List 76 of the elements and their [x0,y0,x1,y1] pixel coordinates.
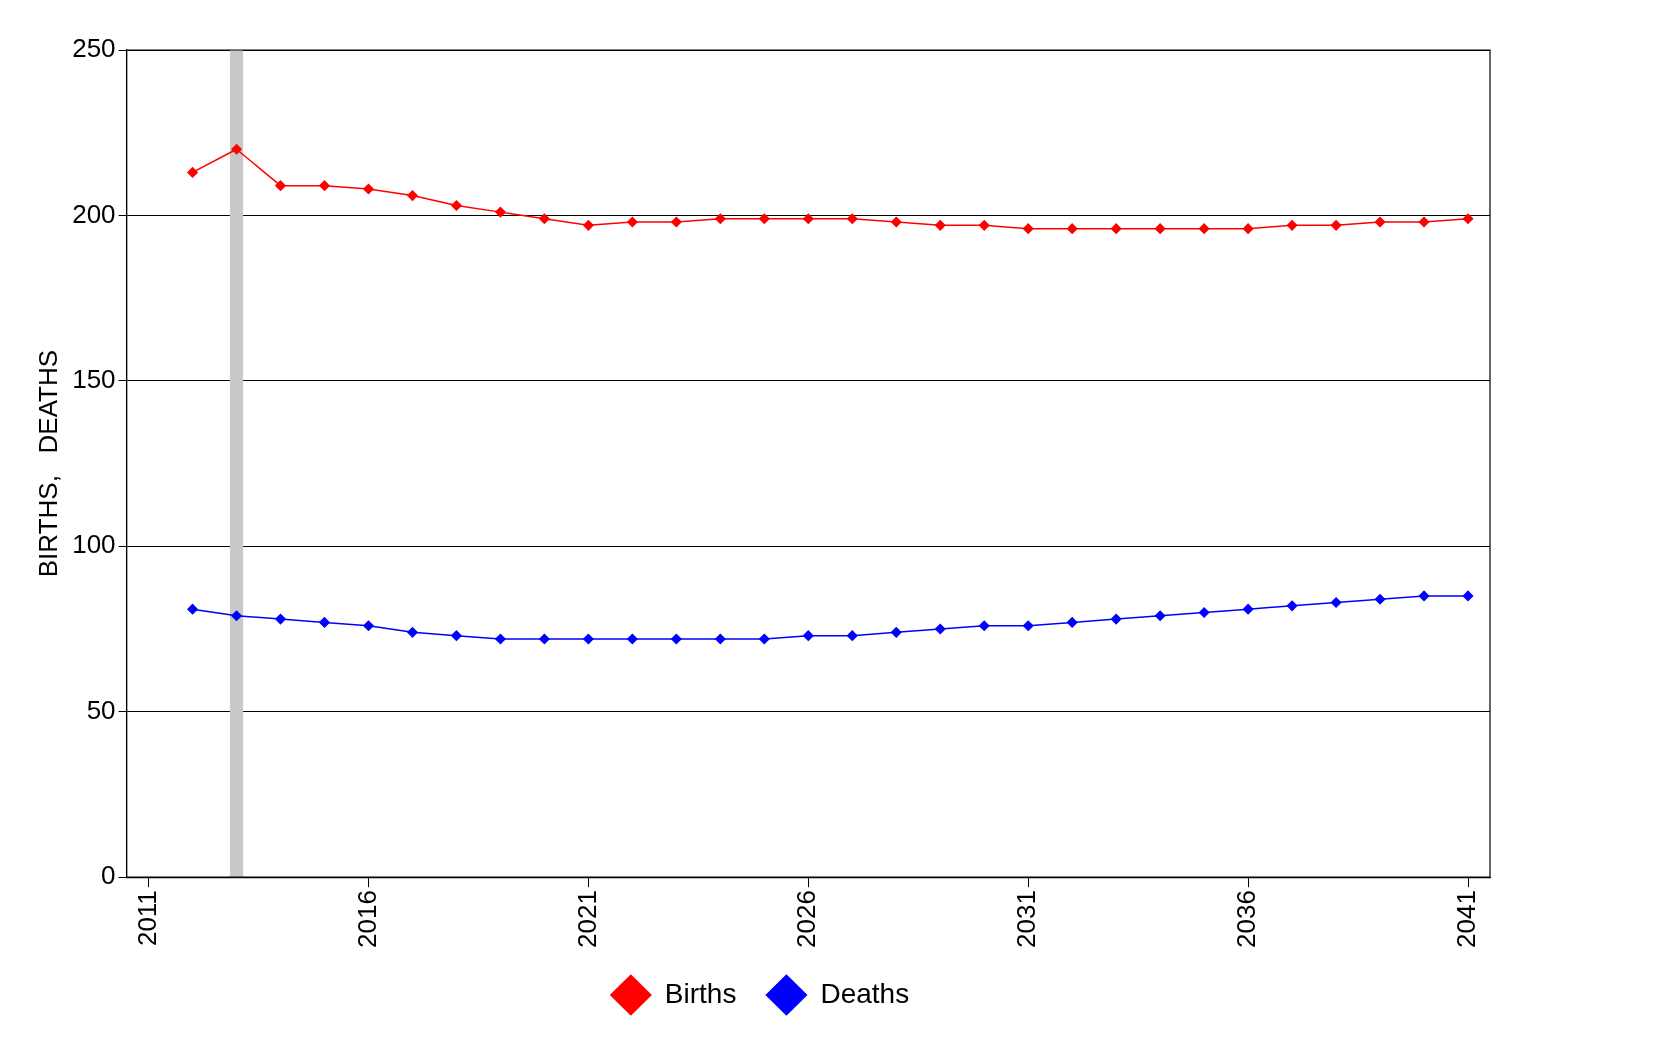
point [1242,603,1254,615]
point [1022,223,1034,234]
point [319,180,330,191]
point [934,623,946,635]
y-tick-label: 250 [72,33,116,64]
point [891,627,902,638]
y-tick-label: 200 [72,198,116,229]
x-tick-label: 2031 [1011,890,1042,948]
legend-label: Deaths [820,977,910,1009]
point [978,220,990,231]
point [1066,223,1078,234]
point [715,633,726,645]
point [1198,223,1210,234]
point [1374,593,1386,605]
point [495,633,506,645]
point [363,620,374,631]
y-axis-title: BIRTHS, DEATHS [32,349,63,578]
point [187,603,198,615]
point [1462,213,1474,224]
point [583,220,594,231]
point [451,630,462,641]
point [759,213,770,224]
point [803,213,814,224]
point [1330,597,1342,608]
point [1198,607,1210,618]
point [451,200,462,211]
point [671,216,682,228]
point [231,144,242,155]
y-tick-label: 50 [86,694,116,725]
point [1286,220,1298,231]
point [363,183,374,195]
point [1418,590,1430,602]
point [847,630,858,641]
point [275,613,286,625]
point [1418,216,1430,228]
legend-label: Births [664,977,737,1009]
point [1022,620,1034,631]
point [539,633,550,645]
point [671,633,682,645]
point [1374,216,1386,228]
point [627,216,638,228]
y-tick-label: 150 [72,364,116,395]
point [319,617,330,628]
point [275,180,286,191]
point [495,206,506,218]
x-tick-label: 2026 [791,890,822,948]
point [187,167,198,178]
point [891,216,902,228]
point [1154,610,1166,622]
point [231,610,242,622]
x-tick-label: 2036 [1231,890,1262,948]
point [1286,600,1298,612]
point [1110,223,1122,234]
x-tick-label: 2021 [571,890,602,948]
point [1330,220,1342,231]
x-tick-label: 2011 [131,890,162,947]
point [759,633,770,645]
point [627,633,638,645]
y-tick-label: 0 [101,860,116,891]
point [407,190,418,201]
point [407,627,418,638]
x-tick-label: 2016 [351,890,382,948]
point [978,620,990,631]
point [715,213,726,224]
y-tick-label: 100 [72,529,116,560]
point [934,220,946,231]
point [847,213,858,224]
point [1110,613,1122,625]
point [1066,617,1078,628]
point [583,633,594,645]
x-tick-label: 2041 [1451,890,1482,948]
point [803,630,814,641]
point [1462,590,1474,602]
point [539,213,550,224]
point [1154,223,1166,234]
point [1242,223,1254,234]
